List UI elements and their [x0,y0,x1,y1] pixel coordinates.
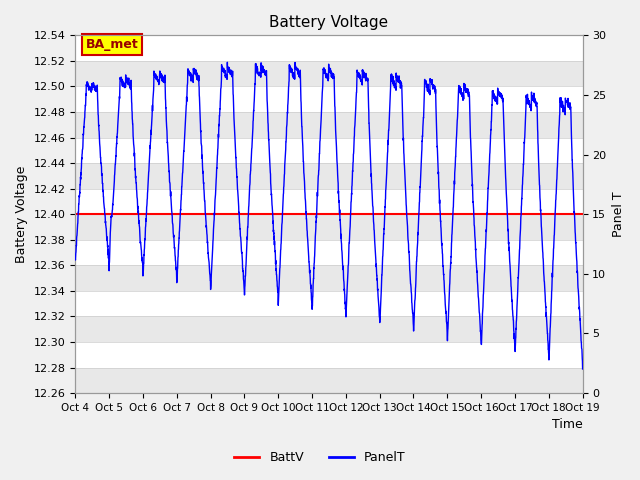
Bar [76,214,582,240]
Y-axis label: Panel T: Panel T [612,192,625,237]
Bar [76,240,582,265]
Bar [76,189,582,214]
Bar [76,112,582,138]
Bar [76,138,582,163]
Title: Battery Voltage: Battery Voltage [269,15,388,30]
Text: BA_met: BA_met [85,38,138,51]
Bar [76,61,582,86]
Bar [76,163,582,189]
Y-axis label: Battery Voltage: Battery Voltage [15,166,28,263]
Bar [76,368,582,393]
Bar [76,86,582,112]
Bar [76,265,582,291]
Bar [76,316,582,342]
Bar [76,36,582,61]
Bar [76,291,582,316]
Bar [76,342,582,368]
Legend: BattV, PanelT: BattV, PanelT [229,446,411,469]
X-axis label: Time: Time [552,419,582,432]
